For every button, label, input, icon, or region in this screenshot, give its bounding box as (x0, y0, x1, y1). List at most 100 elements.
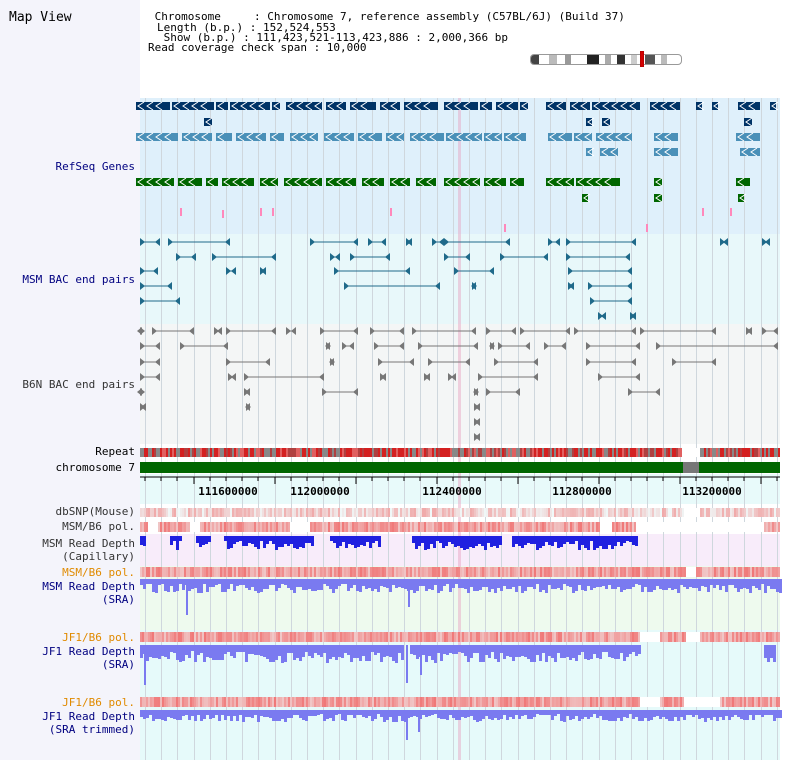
b6n-bac-pair-end (353, 327, 358, 335)
refseq-marker (646, 224, 648, 232)
msm-pol-2-strip (498, 567, 500, 577)
refseq-gene-teal-arrow (359, 132, 367, 142)
msm-pol-strip (458, 522, 460, 532)
msm-pol-strip (410, 522, 412, 532)
msm-sra-depth (377, 579, 380, 592)
refseq-gene-teal-arrow (606, 132, 614, 142)
jf1-pol-strip (366, 632, 368, 642)
msm-sra-depth (413, 579, 416, 593)
repeat-segment (478, 448, 480, 457)
msm-pol-strip (540, 522, 542, 532)
msm-pol-2-strip (164, 567, 166, 577)
dbsnp-strip (366, 508, 368, 517)
dbsnp-strip (768, 508, 770, 517)
jf1-pol-2-strip (752, 697, 754, 707)
repeat-segment (286, 448, 288, 457)
ideogram-position-marker[interactable] (640, 51, 644, 67)
msm-pol-2-strip (312, 567, 314, 577)
jf1-pol-2-strip (364, 697, 366, 707)
jf1-pol-strip (170, 632, 172, 642)
jf1-trimmed-depth (386, 710, 389, 720)
refseq-gene-teal-arrow (485, 132, 493, 142)
msm-pol-2-strip (728, 567, 730, 577)
msm-pol-2-strip (544, 567, 546, 577)
msm-pol-2-strip (528, 567, 530, 577)
msm-capillary-depth (563, 536, 566, 544)
msm-pol-2-strip (772, 567, 774, 577)
msm-pol-strip (624, 522, 626, 532)
repeat-segment (450, 448, 452, 457)
dbsnp-strip (310, 508, 312, 517)
jf1-pol-strip (192, 632, 194, 642)
b6n-bac-pair-end (475, 403, 480, 411)
repeat-segment (182, 448, 184, 457)
refseq-gene-navy (744, 118, 752, 126)
repeat-segment (374, 448, 376, 457)
msm-sra-depth (458, 579, 461, 588)
msm-pol-strip (764, 522, 766, 532)
jf1-pol-2-strip (624, 697, 626, 707)
msm-pol-strip (486, 522, 488, 532)
refseq-gene-teal (182, 133, 212, 141)
dbsnp-strip (700, 508, 702, 517)
jf1-pol-2-strip (348, 697, 350, 707)
msm-pol-strip (686, 522, 688, 532)
msm-pol-strip (350, 522, 352, 532)
jf1-pol-strip (772, 632, 774, 642)
repeat-segment (334, 448, 336, 457)
jf1-trimmed-depth (464, 710, 467, 718)
msm-pol-strip (746, 522, 748, 532)
dbsnp-strip (256, 508, 258, 517)
msm-bac-pair-end (601, 312, 606, 320)
jf1-pol-2-strip (634, 697, 636, 707)
msm-capillary-depth (176, 536, 179, 550)
msm-bac-pair-end (555, 238, 560, 246)
jf1-pol-strip (334, 632, 336, 642)
dbsnp-strip (634, 508, 636, 517)
msm-pol-2-strip (416, 567, 418, 577)
msm-pol-strip (560, 522, 562, 532)
msm-capillary-depth (311, 536, 314, 546)
msm-pol-strip (158, 522, 160, 532)
jf1-trimmed-depth (740, 710, 743, 719)
repeat-segment (266, 448, 268, 457)
jf1-pol-2-strip (748, 697, 750, 707)
msm-sra-depth (149, 579, 152, 584)
dbsnp-strip (640, 508, 642, 517)
jf1-pol-2-strip (292, 697, 294, 707)
repeat-segment (698, 448, 700, 457)
msm-bac-pair-end (505, 238, 510, 246)
jf1-pol-2-strip (286, 697, 288, 707)
dbsnp-strip (398, 508, 400, 517)
refseq-gene-navy-arrow (381, 101, 389, 111)
gridline (631, 98, 632, 760)
msm-pol-2-strip (268, 567, 270, 577)
msm-pol-strip (176, 522, 178, 532)
msm-sra-depth (182, 579, 185, 590)
jf1-trimmed-depth (329, 710, 332, 718)
dbsnp-strip (694, 508, 696, 517)
msm-pol-2-strip (748, 567, 750, 577)
refseq-gene-teal-arrow (474, 132, 482, 142)
jf1-sra-depth (281, 645, 284, 663)
msm-pol-2-strip (348, 567, 350, 577)
repeat-segment (616, 448, 618, 457)
jf1-trimmed-depth (305, 710, 308, 721)
gridline (307, 98, 308, 760)
msm-sra-depth (251, 579, 254, 587)
jf1-trimmed-depth (779, 710, 782, 718)
chromosome-ideogram[interactable] (530, 54, 682, 65)
repeat-segment (416, 448, 418, 457)
msm-sra-depth (197, 579, 200, 593)
jf1-pol-strip (678, 632, 680, 642)
repeat-segment (200, 448, 202, 457)
dbsnp-strip (266, 508, 268, 517)
dbsnp-strip (648, 508, 650, 517)
jf1-pol-strip (386, 632, 388, 642)
jf1-pol-2-strip (412, 697, 414, 707)
refseq-gene-green (178, 178, 202, 186)
b6n-bac-pair-end (180, 342, 185, 350)
jf1-sra-depth (263, 645, 266, 657)
jf1-trimmed-depth (509, 710, 512, 717)
